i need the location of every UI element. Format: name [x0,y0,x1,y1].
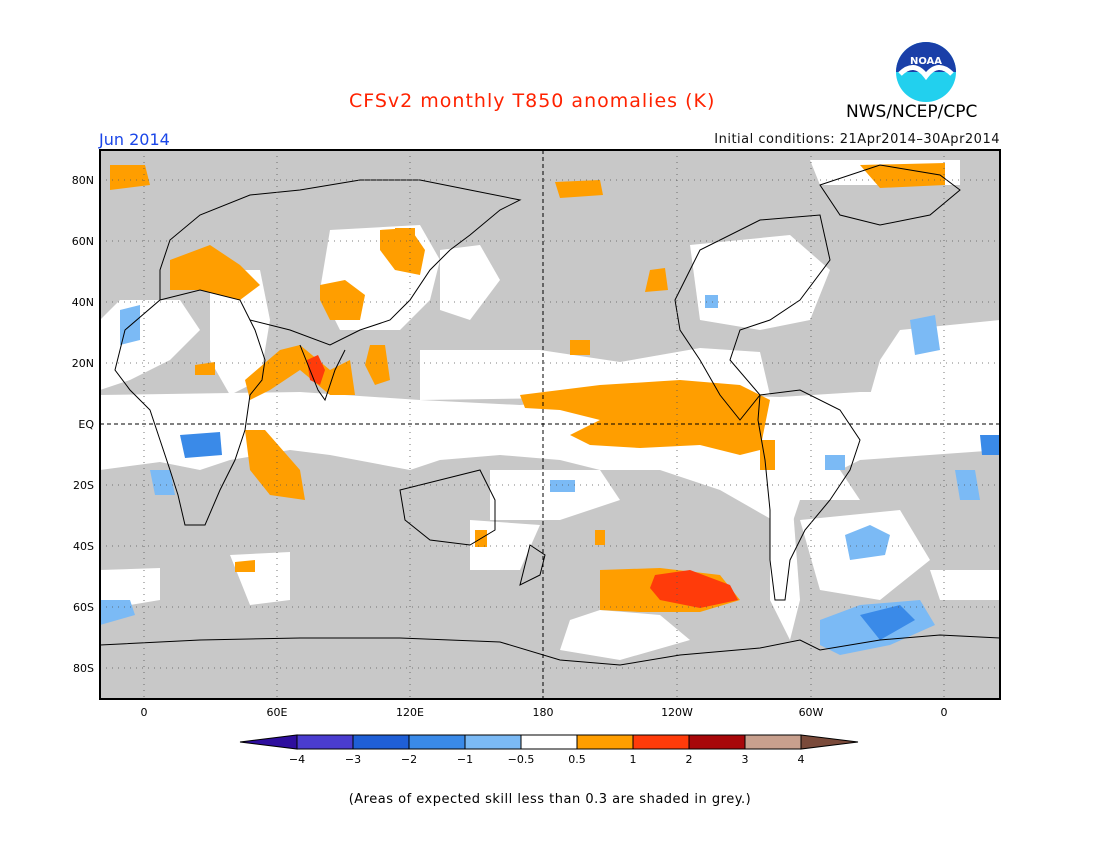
lon-label: 60E [267,706,288,719]
lon-label: 60W [799,706,824,719]
lat-label: 60S [73,601,94,614]
legend-tick-label: 2 [686,753,693,766]
legend-tick-label: −1 [457,753,473,766]
lon-label: 120E [396,706,424,719]
lat-label: EQ [78,418,94,431]
valid-month: Jun 2014 [99,130,170,149]
legend-swatch [576,734,634,750]
initial-conditions: Initial conditions: 21Apr2014–30Apr2014 [714,132,1000,147]
lat-label: 80S [73,662,94,675]
legend-swatch [520,734,578,750]
legend-tick-label: −2 [401,753,417,766]
legend-swatch [352,734,410,750]
continent-outlines [100,164,1000,666]
legend-swatch [464,734,522,750]
legend-tick-label: 3 [742,753,749,766]
equator-dateline [100,150,1000,699]
map-frame [99,149,1001,700]
lat-label: 40N [72,296,94,309]
legend-tick-label: −4 [289,753,305,766]
lat-label: 60N [72,235,94,248]
graticule [100,150,1000,699]
legend-swatch [632,734,690,750]
legend-tick-label: 1 [630,753,637,766]
lat-label: 20S [73,479,94,492]
legend-swatch [744,734,802,750]
legend-swatch [688,734,746,750]
legend-tick-label: 4 [798,753,805,766]
lat-label: 20N [72,357,94,370]
lat-label: 80N [72,174,94,187]
lon-label: 120W [661,706,693,719]
noaa-logo: NOAA [896,42,956,102]
agency-label: NWS/NCEP/CPC [846,102,978,122]
skill-note: (Areas of expected skill less than 0.3 a… [348,792,752,807]
legend-tick-label: 0.5 [568,753,586,766]
legend-arrow-left [239,734,298,750]
legend-tick-label: −3 [345,753,361,766]
legend-swatch [408,734,466,750]
legend-swatch [296,734,354,750]
legend-arrow-right [800,734,859,750]
lon-label: 0 [141,706,148,719]
lon-label: 0 [941,706,948,719]
chart-title: CFSv2 monthly T850 anomalies (K) [349,90,716,112]
legend-tick-label: −0.5 [508,753,535,766]
strong-warm-anomaly-regions [307,355,738,608]
color-legend [239,734,859,750]
lon-label: 180 [533,706,554,719]
moderate-cool-anomaly-regions [180,432,1000,640]
lat-label: 40S [73,540,94,553]
noaa-logo-text: NOAA [910,56,942,67]
